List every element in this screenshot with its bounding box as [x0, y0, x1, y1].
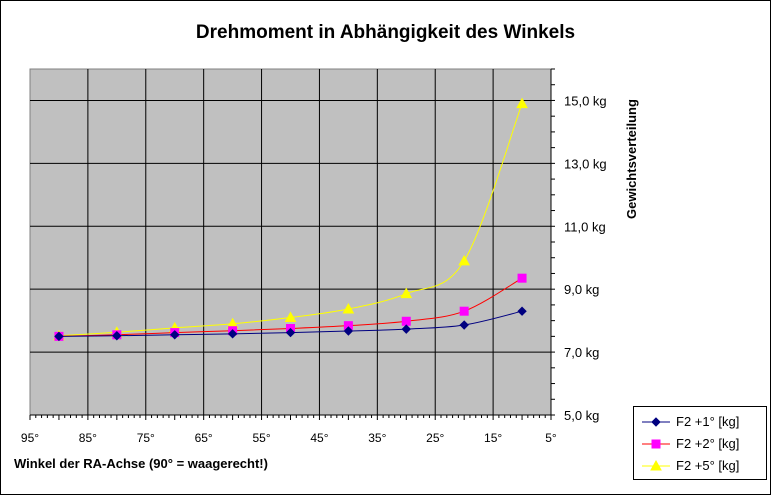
data-point	[285, 327, 296, 338]
legend-marker	[650, 459, 662, 471]
x-tick-label: 65°	[195, 431, 213, 445]
x-tick-label: 95°	[21, 431, 39, 445]
y-tick-label: 7,0 kg	[564, 345, 599, 360]
data-point	[459, 306, 469, 316]
data-point	[227, 329, 238, 339]
legend-item-f2-5: F2 +5° [kg]	[640, 457, 766, 475]
data-point	[459, 320, 469, 330]
x-tick-label: 75°	[137, 431, 155, 445]
data-point	[284, 311, 297, 322]
y-tick-label: 11,0 kg	[564, 219, 606, 234]
data-point	[400, 287, 413, 299]
legend-item-f2-2: F2 +2° [kg]	[640, 435, 766, 453]
x-tick-label: 35°	[368, 431, 386, 445]
legend-marker	[651, 417, 661, 427]
x-tick-label: 45°	[310, 431, 328, 445]
x-tick-label: 15°	[484, 431, 502, 445]
x-tick-label: 5°	[545, 431, 557, 445]
y-tick-label: 13,0 kg	[564, 156, 607, 171]
data-point	[401, 324, 411, 334]
axis-labels: Winkel der RA-Achse (90° = waagerecht!) …	[14, 99, 639, 471]
axes: 95° 85° 75° 65° 55° 45° 35° 25° 15° 5° 5,0 kg 7,0 k…	[21, 68, 607, 445]
y-tick-label: 15,0 kg	[564, 93, 607, 108]
legend-item-f2-1: F2 +1° [kg]	[640, 413, 766, 431]
data-point	[517, 273, 527, 283]
legend-label: F2 +5° [kg]	[676, 458, 740, 473]
y-tick-label: 9,0 kg	[564, 282, 599, 297]
data-point	[112, 331, 122, 341]
legend-swatch	[642, 459, 670, 471]
gridlines	[30, 69, 552, 415]
legend: F2 +1° [kg] F2 +2° [kg] F2 +5° [kg]	[633, 406, 767, 480]
chart-title: Drehmoment in Abhängigkeit des Winkels	[195, 22, 576, 43]
data-point	[170, 330, 180, 340]
legend-label: F2 +1° [kg]	[676, 414, 740, 429]
legend-label: F2 +2° [kg]	[676, 436, 740, 451]
y-axis-title: Gewichtsverteilung	[624, 99, 639, 219]
data-point	[517, 306, 527, 316]
legend-swatch	[642, 439, 670, 449]
data-point	[343, 326, 354, 336]
x-axis-title: Winkel der RA-Achse (90° = waagerecht!)	[14, 456, 268, 471]
data-point	[516, 97, 528, 109]
series-1	[54, 306, 527, 342]
legend-marker	[651, 439, 661, 449]
x-tick-label: 55°	[252, 431, 270, 445]
data-point	[401, 316, 411, 326]
data-point	[458, 254, 471, 266]
y-tick-label: 5,0 kg	[564, 408, 599, 423]
legend-swatch	[642, 417, 670, 427]
x-tick-label: 25°	[426, 431, 444, 445]
data-point	[54, 331, 64, 342]
data-point	[342, 302, 355, 314]
plot-area	[29, 68, 552, 416]
series-layer	[53, 97, 528, 342]
x-tick-label: 85°	[79, 431, 97, 445]
